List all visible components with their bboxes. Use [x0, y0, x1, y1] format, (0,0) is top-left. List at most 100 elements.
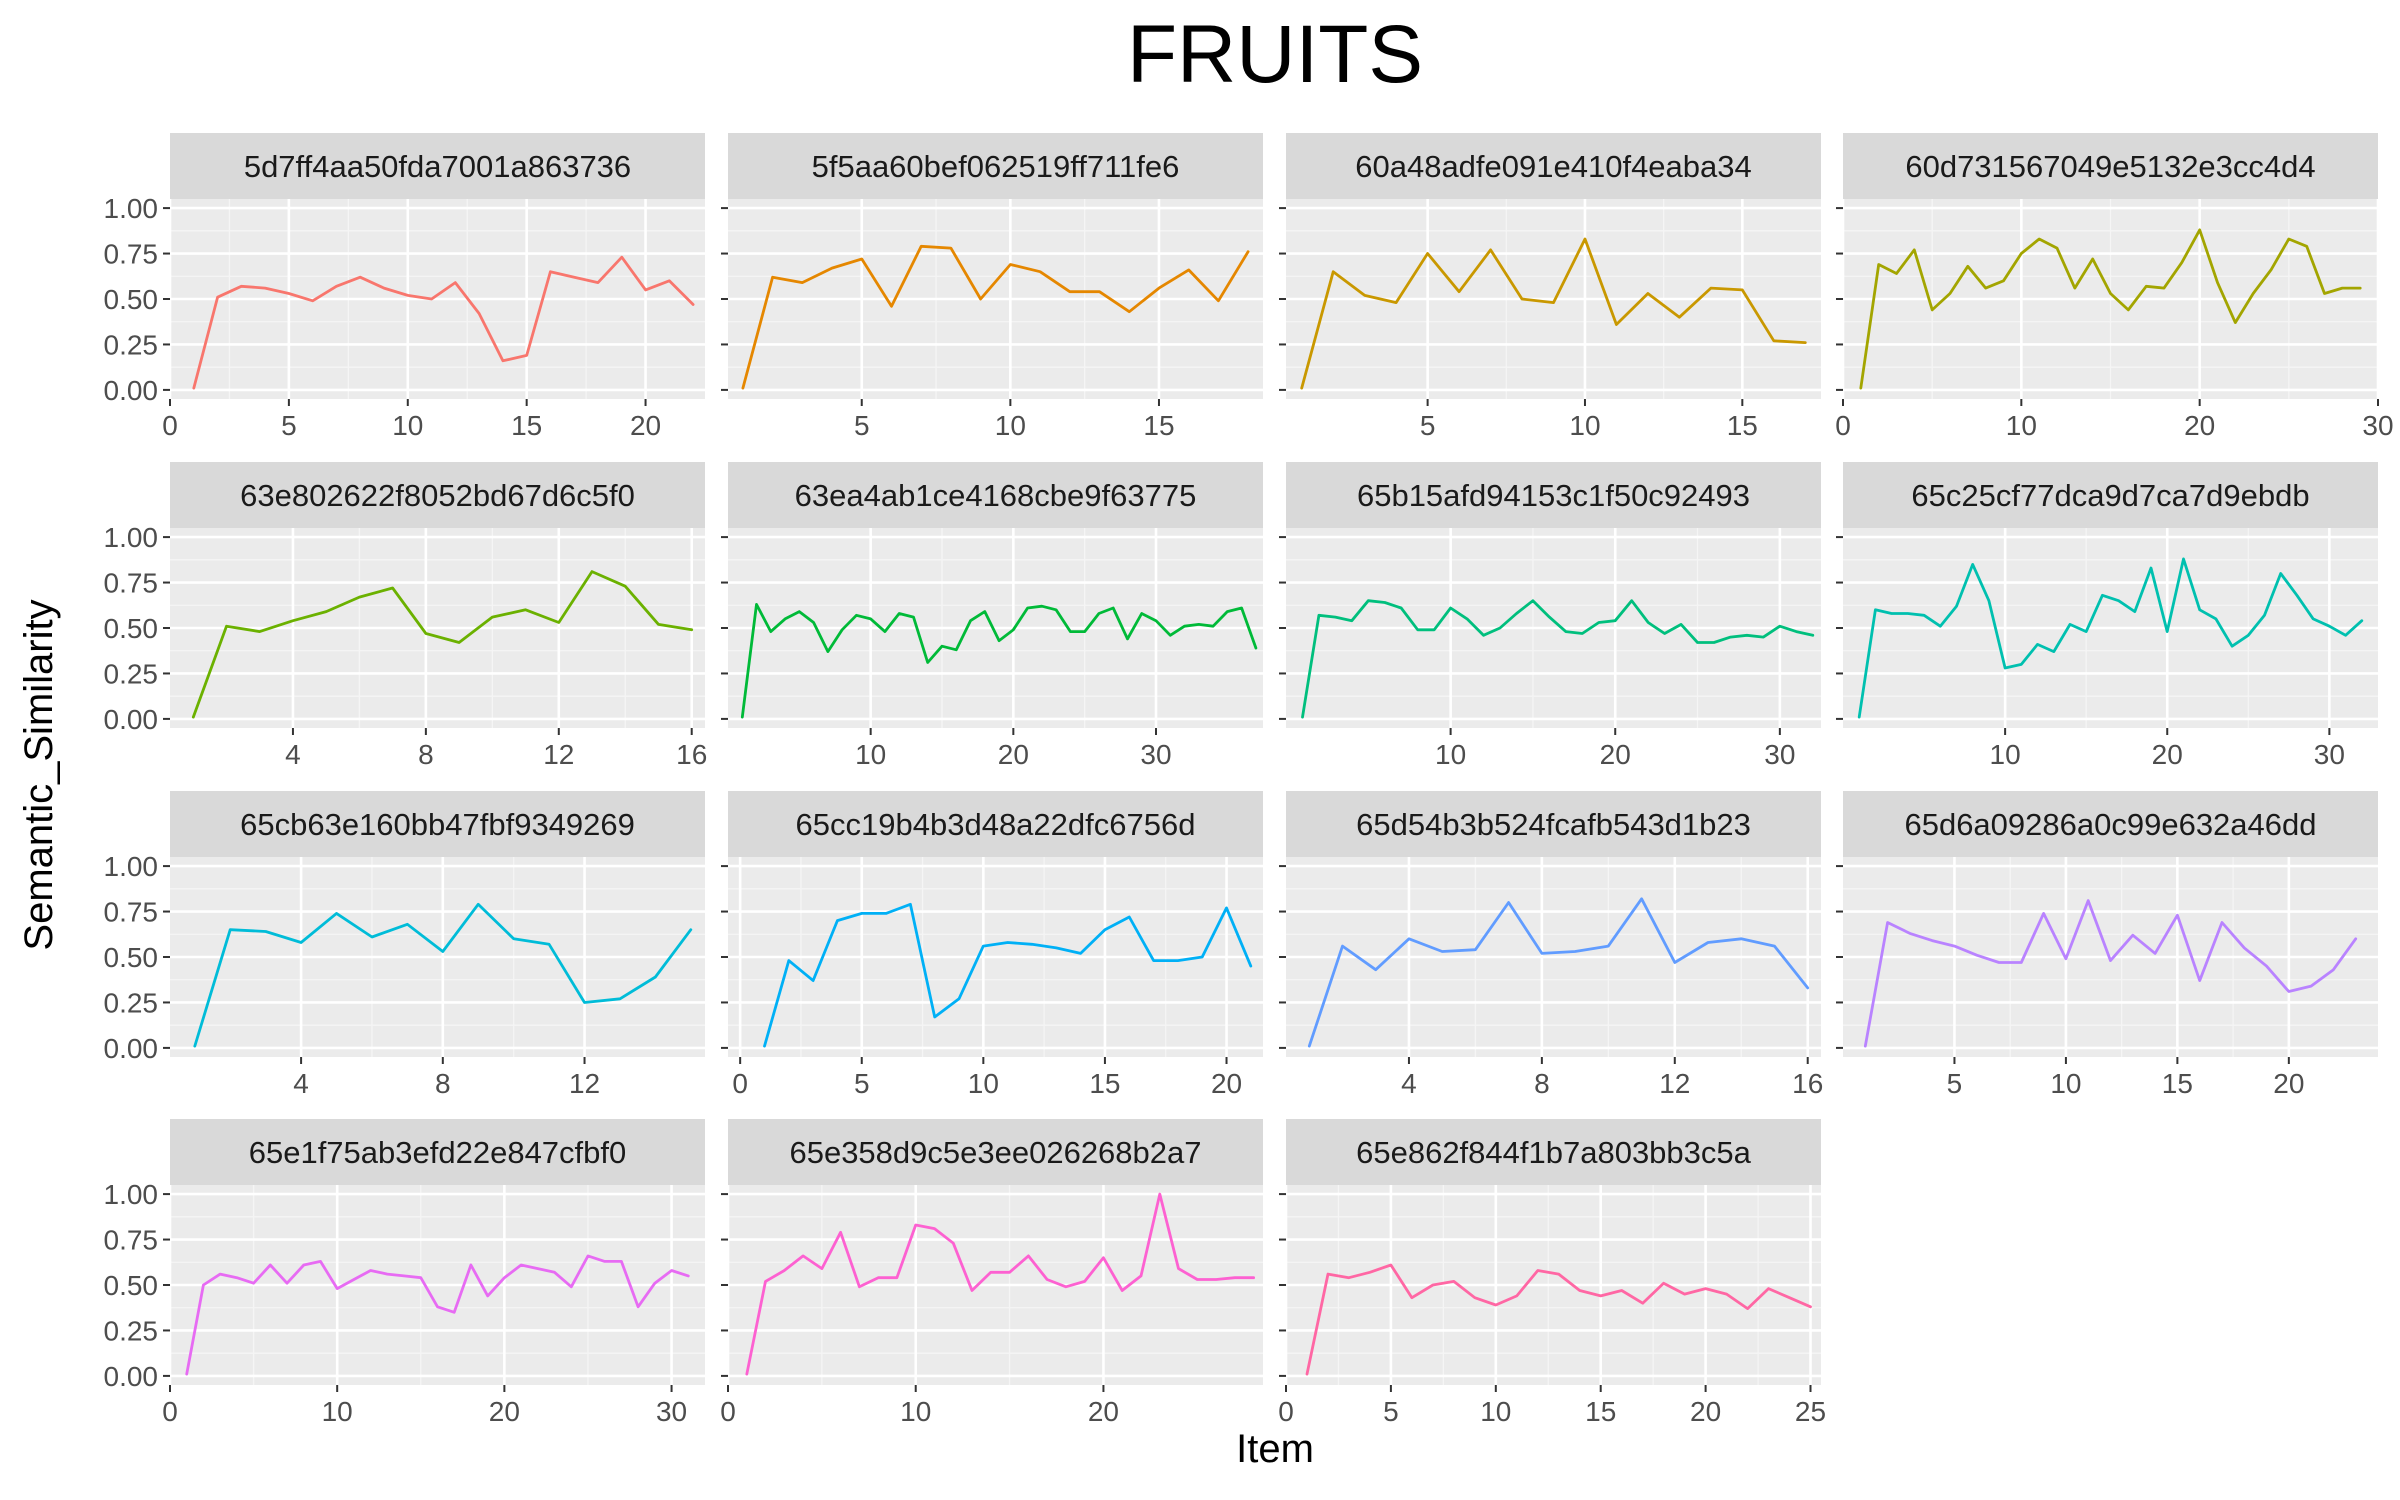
y-tick-label: 1.00	[104, 1179, 159, 1210]
x-tick-label: 8	[1534, 1068, 1550, 1099]
x-tick-label: 20	[489, 1396, 520, 1427]
series-line	[192, 255, 695, 390]
facet-strip-label: 60d731567049e5132e3cc4d4	[1905, 149, 2315, 184]
series-line	[1307, 897, 1810, 1048]
x-tick-label: 5	[854, 1068, 870, 1099]
x-tick-label: 15	[1089, 1068, 1120, 1099]
y-tick-label: 0.50	[104, 942, 159, 973]
x-axis-label: Item	[1236, 1427, 1314, 1471]
facet-strip	[728, 1119, 1263, 1185]
x-tick-label: 20	[1211, 1068, 1242, 1099]
x-tick-label: 20	[998, 739, 1029, 770]
x-tick-label: 5	[854, 410, 870, 441]
facet-strip-label: 65d6a09286a0c99e632a46dd	[1904, 807, 2316, 842]
y-tick-label: 1.00	[104, 851, 159, 882]
x-tick-label: 15	[2162, 1068, 2193, 1099]
y-tick-label: 0.75	[104, 897, 159, 928]
y-tick-label: 1.00	[104, 522, 159, 553]
y-tick-label: 0.50	[104, 613, 159, 644]
x-tick-label: 20	[630, 410, 661, 441]
x-tick-label: 0	[720, 1396, 736, 1427]
x-tick-label: 12	[569, 1068, 600, 1099]
facet-strip	[1843, 133, 2378, 199]
y-tick-label: 0.25	[104, 987, 159, 1018]
facet-panel: 63e802622f8052bd67d6c5f0 0.00 0.25 0.50 0.75…	[104, 462, 707, 770]
facet-panel: 65b15afd94153c1f50c92493 10 20 30	[1279, 462, 1821, 770]
facet-strip	[728, 462, 1263, 528]
facet-panel: 63ea4ab1ce4168cbe9f63775 10 20 30	[721, 462, 1263, 770]
x-tick-label: 4	[285, 739, 301, 770]
y-tick-label: 0.75	[104, 568, 159, 599]
y-axis-label: Semantic_Similarity	[17, 599, 61, 950]
x-tick-label: 0	[732, 1068, 748, 1099]
y-tick-label: 0.25	[104, 1315, 159, 1346]
y-tick-label: 0.75	[104, 1225, 159, 1256]
x-tick-label: 16	[676, 739, 707, 770]
facet-panel: 65cb63e160bb47fbf9349269 0.00 0.25 0.50 0.75…	[104, 791, 705, 1099]
x-tick-label: 5	[1420, 410, 1436, 441]
facet-panel: 65e358d9c5e3ee026268b2a7 0 10 20	[720, 1119, 1263, 1427]
facet-strip	[728, 791, 1263, 857]
series-line	[193, 902, 693, 1048]
y-tick-label: 0.50	[104, 284, 159, 315]
x-tick-label: 20	[1600, 739, 1631, 770]
facet-strip-label: 60a48adfe091e410f4eaba34	[1355, 149, 1752, 184]
facet-strip-label: 65c25cf77dca9d7ca7d9ebdb	[1911, 478, 2309, 513]
series-line	[763, 902, 1253, 1048]
x-tick-label: 10	[2050, 1068, 2081, 1099]
x-tick-label: 30	[656, 1396, 687, 1427]
x-tick-label: 10	[968, 1068, 999, 1099]
x-tick-label: 10	[900, 1396, 931, 1427]
y-tick-label: 0.00	[104, 1033, 159, 1064]
facet-panel: 5f5aa60bef062519ff711fe6 5 10 15	[721, 133, 1263, 441]
x-tick-label: 15	[511, 410, 542, 441]
facet-panel: 60a48adfe091e410f4eaba34 5 10 15	[1279, 133, 1821, 441]
facet-strip	[170, 1119, 705, 1185]
x-tick-label: 0	[162, 1396, 178, 1427]
series-line	[1301, 599, 1815, 719]
facet-strip	[1286, 1119, 1821, 1185]
facet-panel: 65c25cf77dca9d7ca7d9ebdb 10 20 30	[1836, 462, 2378, 770]
x-tick-label: 10	[1990, 739, 2021, 770]
x-tick-label: 20	[1690, 1396, 1721, 1427]
y-tick-label: 0.75	[104, 239, 159, 270]
facet-strip-label: 65b15afd94153c1f50c92493	[1357, 478, 1750, 513]
facet-strip	[1286, 462, 1821, 528]
x-tick-label: 5	[1947, 1068, 1963, 1099]
x-tick-label: 30	[1764, 739, 1795, 770]
x-tick-label: 25	[1795, 1396, 1826, 1427]
y-tick-label: 0.00	[104, 704, 159, 735]
x-tick-label: 20	[2152, 739, 2183, 770]
facet-strip-label: 5d7ff4aa50fda7001a863736	[244, 149, 631, 184]
x-tick-label: 4	[293, 1068, 309, 1099]
facet-strip	[170, 133, 705, 199]
y-tick-label: 1.00	[104, 193, 159, 224]
facet-strip-label: 65e358d9c5e3ee026268b2a7	[789, 1135, 1201, 1170]
facet-panel: 60d731567049e5132e3cc4d4 0 10 20 30	[1835, 133, 2394, 441]
facet-strip-label: 5f5aa60bef062519ff711fe6	[812, 149, 1180, 184]
series-line	[741, 244, 1250, 390]
y-tick-label: 0.25	[104, 329, 159, 360]
x-tick-label: 0	[162, 410, 178, 441]
x-tick-label: 10	[1480, 1396, 1511, 1427]
x-tick-label: 20	[1088, 1396, 1119, 1427]
facet-strip-label: 63e802622f8052bd67d6c5f0	[240, 478, 635, 513]
facet-panel: 65cc19b4b3d48a22dfc6756d 0 5 10 15 20	[721, 791, 1263, 1099]
y-tick-label: 0.00	[104, 1361, 159, 1392]
x-tick-label: 10	[2006, 410, 2037, 441]
series-line	[1859, 228, 2362, 390]
x-tick-label: 10	[855, 739, 886, 770]
facet-strip	[170, 791, 705, 857]
x-tick-label: 12	[543, 739, 574, 770]
series-line	[191, 570, 694, 719]
x-tick-label: 15	[1143, 410, 1174, 441]
x-tick-label: 10	[1569, 410, 1600, 441]
series-line	[1300, 237, 1807, 390]
x-tick-label: 10	[392, 410, 423, 441]
series-line	[1857, 557, 2364, 719]
facet-strip	[1843, 462, 2378, 528]
y-tick-label: 0.25	[104, 658, 159, 689]
x-tick-label: 8	[418, 739, 434, 770]
